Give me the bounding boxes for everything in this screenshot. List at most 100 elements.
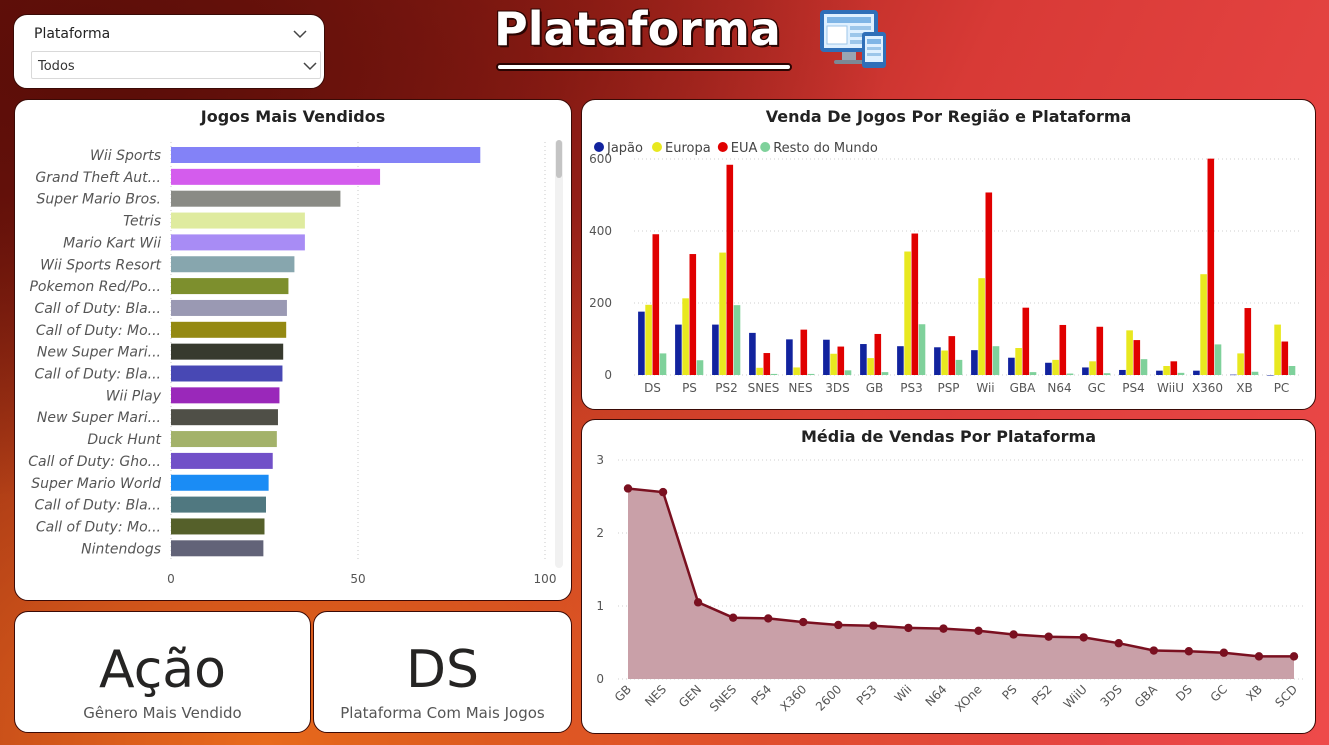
data-point[interactable]	[974, 626, 983, 636]
data-point[interactable]	[1254, 652, 1264, 661]
bar[interactable]	[675, 324, 682, 375]
bar[interactable]	[1126, 330, 1133, 375]
bar[interactable]	[978, 278, 985, 375]
legend-label[interactable]: Japão	[606, 141, 643, 156]
legend-marker[interactable]	[652, 142, 662, 152]
scrollbar-thumb[interactable]	[556, 140, 562, 178]
data-point[interactable]	[764, 614, 773, 623]
bar[interactable]	[897, 346, 904, 375]
bar[interactable]	[171, 474, 269, 491]
bar[interactable]	[807, 373, 815, 375]
bar[interactable]	[756, 367, 763, 375]
data-point[interactable]	[1149, 646, 1158, 655]
data-point[interactable]	[1114, 639, 1123, 648]
bar[interactable]	[948, 336, 956, 375]
bar[interactable]	[1022, 307, 1030, 375]
bar[interactable]	[171, 212, 305, 229]
bar[interactable]	[941, 350, 948, 375]
bar[interactable]	[823, 339, 830, 375]
data-point[interactable]	[799, 617, 808, 627]
bar[interactable]	[1045, 362, 1052, 375]
bar[interactable]	[645, 304, 652, 375]
bar[interactable]	[881, 372, 889, 375]
bar[interactable]	[659, 353, 667, 375]
bar[interactable]	[1251, 371, 1259, 375]
bar[interactable]	[171, 299, 287, 316]
data-point[interactable]	[1184, 647, 1194, 656]
bar[interactable]	[786, 339, 793, 375]
data-point[interactable]	[1079, 633, 1088, 642]
data-point[interactable]	[869, 621, 878, 630]
legend-marker[interactable]	[717, 142, 728, 152]
platform-slicer[interactable]: Plataforma Todos	[13, 14, 325, 89]
bar[interactable]	[1177, 372, 1185, 375]
legend-marker[interactable]	[594, 142, 604, 152]
bar[interactable]	[800, 329, 808, 375]
bar[interactable]	[1119, 369, 1126, 375]
bar[interactable]	[985, 192, 993, 375]
data-point[interactable]	[904, 623, 913, 633]
bar[interactable]	[1207, 158, 1215, 375]
bar[interactable]	[770, 373, 778, 375]
bar[interactable]	[171, 321, 287, 338]
data-point[interactable]	[728, 613, 738, 622]
bar[interactable]	[171, 343, 284, 360]
data-point[interactable]	[623, 484, 633, 493]
bar[interactable]	[171, 365, 283, 382]
bar[interactable]	[1170, 361, 1178, 375]
data-point[interactable]	[1219, 648, 1229, 657]
bar[interactable]	[171, 452, 273, 469]
bar[interactable]	[911, 233, 919, 375]
bar[interactable]	[1059, 324, 1067, 375]
bar[interactable]	[1082, 367, 1089, 375]
data-point[interactable]	[658, 487, 668, 497]
legend-label[interactable]: Resto do Mundo	[773, 141, 878, 156]
bar[interactable]	[171, 168, 381, 185]
bar[interactable]	[1288, 366, 1296, 375]
bar[interactable]	[934, 347, 941, 375]
bar[interactable]	[1052, 359, 1059, 375]
bar[interactable]	[171, 496, 266, 513]
bar[interactable]	[1156, 370, 1163, 375]
legend-label[interactable]: Europa	[665, 141, 711, 156]
bar[interactable]	[860, 344, 867, 375]
bar[interactable]	[171, 409, 278, 426]
data-point[interactable]	[693, 598, 703, 607]
bar[interactable]	[844, 370, 852, 375]
bar[interactable]	[1267, 375, 1274, 376]
bar[interactable]	[733, 305, 741, 375]
bar[interactable]	[763, 353, 771, 375]
data-point[interactable]	[939, 624, 948, 633]
bar[interactable]	[1089, 361, 1096, 375]
bar[interactable]	[171, 147, 481, 163]
bar[interactable]	[171, 278, 289, 295]
bar[interactable]	[918, 324, 926, 375]
bar[interactable]	[1096, 326, 1104, 375]
bar[interactable]	[904, 251, 911, 375]
bar[interactable]	[793, 367, 800, 375]
bar[interactable]	[1237, 353, 1244, 375]
bar[interactable]	[638, 311, 645, 375]
bar[interactable]	[1200, 274, 1207, 375]
bar[interactable]	[1163, 366, 1170, 375]
bar[interactable]	[1281, 341, 1289, 375]
bar[interactable]	[971, 350, 978, 375]
bar[interactable]	[171, 518, 265, 535]
bar[interactable]	[1103, 373, 1111, 375]
scrollbar-track[interactable]	[555, 140, 563, 568]
bar[interactable]	[1133, 340, 1141, 375]
bar[interactable]	[726, 164, 734, 375]
bar[interactable]	[171, 234, 305, 251]
bar[interactable]	[992, 346, 1000, 375]
bar[interactable]	[1244, 308, 1252, 375]
bar[interactable]	[696, 360, 704, 375]
bar[interactable]	[1015, 348, 1022, 375]
chevron-down-icon[interactable]	[303, 61, 317, 71]
bar[interactable]	[867, 358, 874, 375]
bar[interactable]	[171, 256, 295, 273]
bar[interactable]	[171, 540, 264, 557]
bar[interactable]	[719, 252, 726, 375]
bar[interactable]	[1008, 357, 1015, 375]
data-point[interactable]	[1009, 630, 1018, 639]
bar[interactable]	[171, 387, 280, 404]
